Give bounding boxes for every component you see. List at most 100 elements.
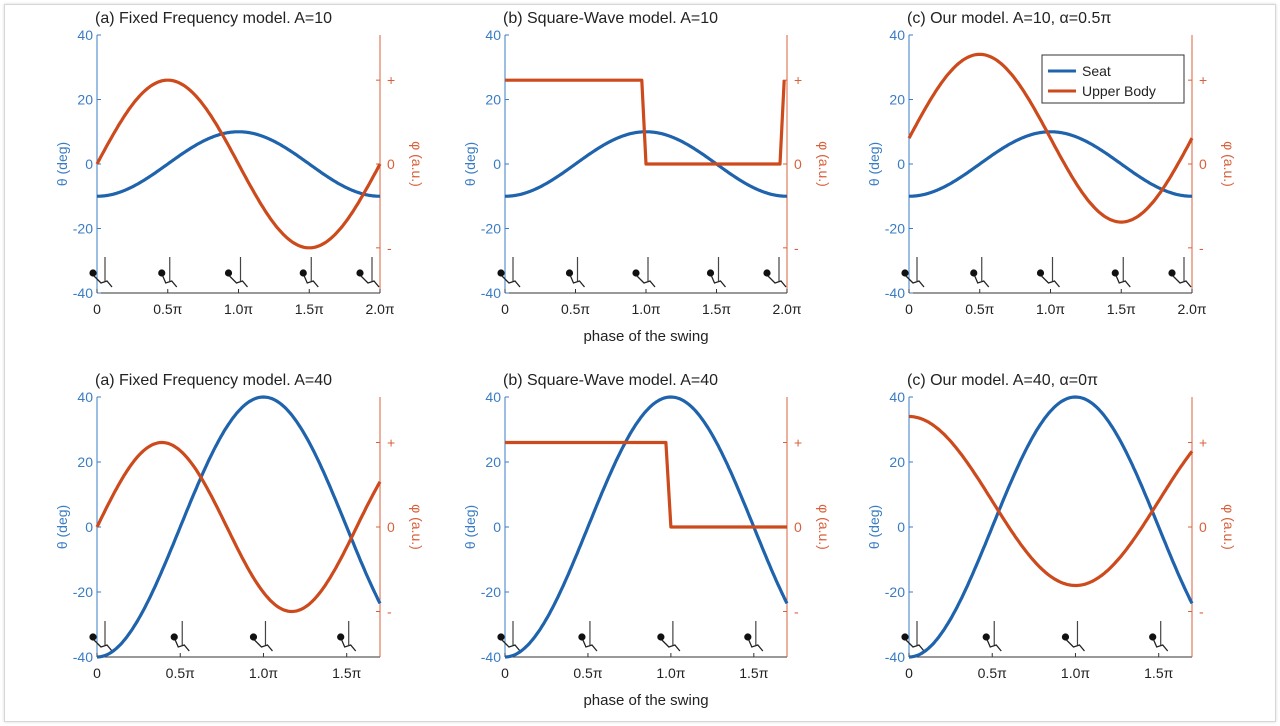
swinger-head [89, 269, 97, 277]
swinger-body [986, 639, 1002, 652]
y-tick-label: 20 [77, 92, 93, 108]
x-tick-label: 1.0π [656, 665, 685, 681]
swinger-head [158, 269, 166, 277]
swinger-head [1149, 633, 1157, 641]
y-axis-label: θ (deg) [462, 142, 478, 186]
swinger-icon [578, 621, 598, 652]
swinger-head [89, 633, 97, 641]
swinger-icon [1168, 257, 1192, 288]
x-tick-label: 1.5π [1107, 301, 1136, 317]
swinger-icon [1036, 257, 1060, 288]
y-tick-label: -20 [73, 584, 93, 600]
x-tick-label: 0 [501, 301, 509, 317]
y-tick-label: 0 [897, 156, 905, 172]
swinger-body [636, 275, 656, 288]
swinger-head [497, 269, 505, 277]
swinger-body [905, 275, 925, 288]
y-tick-label: -40 [885, 649, 905, 665]
y2-axis-label: φ (a.u.) [409, 141, 425, 187]
y-tick-label: -40 [481, 285, 501, 301]
swinger-icon [982, 621, 1002, 652]
x-tick-label: 0.5π [561, 301, 590, 317]
y-axis-label: θ (deg) [54, 505, 70, 549]
swinger-icon [170, 621, 190, 652]
x-tick-label: 1.5π [739, 665, 768, 681]
y2-tick-label: 0 [1199, 519, 1207, 535]
swinger-head [744, 633, 752, 641]
y2-tick-label: - [387, 604, 392, 620]
chart-panel-bot-a: 40 20 0 -20 -40 θ (deg) +0 - φ (a.u.) 0 0.5π 1.0π 1.… [54, 372, 425, 681]
y2-axis-label: φ (a.u.) [816, 141, 832, 187]
swinger-body [767, 275, 787, 288]
x-tick-label: 0 [905, 301, 913, 317]
chart-title: (b) Square-Wave model. A=40 [503, 372, 718, 389]
x-tick-label: 1.5π [702, 301, 731, 317]
swinger-body [341, 639, 357, 652]
y2-tick-label: + [387, 435, 395, 451]
y-tick-label: 40 [485, 389, 501, 405]
swinger-icon [497, 257, 521, 288]
y-tick-label: -20 [885, 221, 905, 237]
x-tick-label: 1.0π [1036, 301, 1065, 317]
swinger-body [569, 275, 585, 288]
y-axis-label: θ (deg) [462, 505, 478, 549]
swinger-body [661, 639, 681, 652]
series-line-upper-body [505, 78, 786, 166]
y-tick-label: 0 [493, 156, 501, 172]
y2-tick-label: - [794, 604, 799, 620]
swinger-body [229, 275, 248, 288]
swinger-head [249, 633, 258, 641]
y-tick-label: 20 [889, 454, 905, 470]
chart-title: (c) Our model. A=10, α=0.5π [907, 10, 1111, 27]
swinger-body [360, 275, 380, 288]
y-tick-label: -40 [481, 649, 501, 665]
swinger-icon [497, 621, 521, 652]
x-tick-label: 0.5π [153, 301, 182, 317]
swinger-icon [356, 257, 380, 288]
y-tick-label: -40 [73, 285, 93, 301]
x-tick-label: 2.0π [1177, 301, 1206, 317]
swinger-head [497, 633, 505, 641]
swinger-body [254, 639, 273, 652]
swinger-head [1111, 269, 1119, 277]
swinger-head [970, 269, 978, 277]
swinger-head [1036, 269, 1045, 277]
swinger-icon [1061, 621, 1085, 652]
y2-tick-label: + [387, 72, 395, 88]
x-tick-label: 1.0π [249, 665, 278, 681]
series-line-upper-body [909, 414, 1194, 588]
swinger-head [901, 633, 909, 641]
swinger-icon [337, 621, 357, 652]
y2-tick-label: 0 [794, 519, 802, 535]
swinger-icon [706, 257, 726, 288]
x-tick-label: 2.0π [365, 301, 394, 317]
y2-tick-label: 0 [387, 519, 395, 535]
chart-panel-top-a: 40 20 0 -20 -40 θ (deg) +0 - φ (a.u.) 0 0.5π 1.0π 1.… [54, 10, 425, 317]
swinger-icon [901, 621, 925, 652]
chart-panel-top-b: 40 20 0 -20 -40 θ (deg) +0 - φ (a.u.) 0 0.5π 1.0π 1.… [462, 10, 832, 345]
y-tick-label: -20 [481, 584, 501, 600]
x-tick-label: 1.0π [224, 301, 253, 317]
y-tick-label: 40 [77, 389, 93, 405]
y2-tick-label: 0 [387, 156, 395, 172]
swinger-body [1041, 275, 1060, 288]
x-tick-label: 0 [501, 665, 509, 681]
y-tick-label: 20 [485, 92, 501, 108]
x-tick-label: 0 [93, 665, 101, 681]
y-tick-label: 40 [77, 27, 93, 43]
y-tick-label: 0 [85, 156, 93, 172]
y-tick-label: 0 [897, 519, 905, 535]
swinger-icon [224, 257, 248, 288]
y2-tick-label: - [1199, 604, 1204, 620]
y2-axis-label: φ (a.u.) [1221, 504, 1237, 550]
figure-frame: 40 20 0 -20 -40 θ (deg) +0- φ (a.u.) 0 0.5π 1.0π 1.… [4, 4, 1276, 722]
x-tick-label: 0.5π [965, 301, 994, 317]
chart-title: (a) Fixed Frequency model. A=10 [95, 10, 332, 27]
swinger-icon [299, 257, 319, 288]
y-tick-label: 40 [889, 389, 905, 405]
swinger-body [1066, 639, 1085, 652]
swinger-icon [1149, 621, 1169, 652]
swinger-icon [565, 257, 585, 288]
swinger-head [1061, 633, 1070, 641]
